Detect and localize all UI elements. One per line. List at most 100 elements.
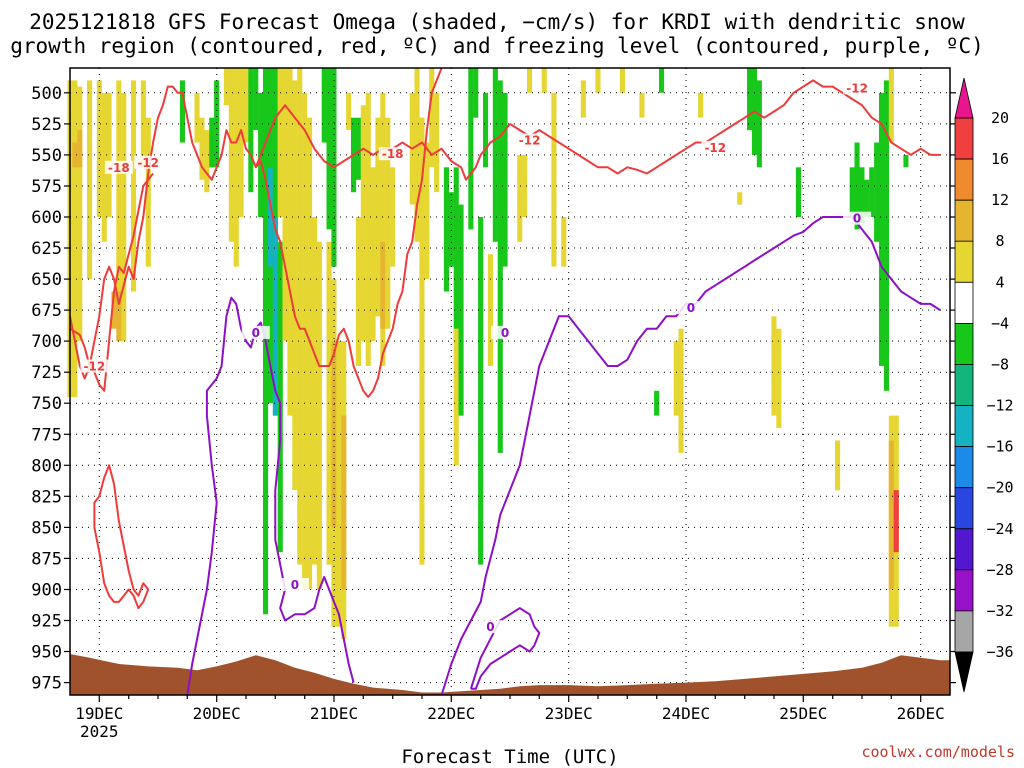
x-tick-label: 21DEC: [310, 704, 358, 723]
dgz-contour: [509, 79, 941, 175]
omega-cell: [453, 167, 459, 342]
y-tick-label: 750: [31, 394, 62, 414]
y-tick-label: 500: [31, 84, 62, 104]
omega-cell: [678, 328, 684, 453]
omega-cell: [307, 117, 313, 590]
colorbar-band: [954, 569, 974, 612]
omega-cell: [879, 92, 885, 366]
omega-cell: [243, 68, 249, 143]
y-tick-label: 800: [31, 456, 62, 476]
colorbar-tick-label: −32: [986, 602, 1013, 620]
omega-cell: [747, 68, 753, 131]
y-tick-label: 700: [31, 332, 62, 352]
omega-cell: [497, 80, 503, 453]
y-tick-label: 900: [31, 581, 62, 601]
omega-cell: [698, 92, 704, 118]
y-tick-label: 625: [31, 239, 62, 259]
omega-cell: [756, 80, 762, 168]
colorbar-band: [954, 199, 974, 242]
omega-cell: [771, 316, 777, 416]
omega-cell: [238, 68, 244, 217]
omega-cell: [116, 80, 122, 317]
omega-cell: [179, 80, 185, 143]
omega-cell: [72, 80, 78, 398]
contour-label-bg: [701, 140, 730, 154]
omega-cell: [375, 117, 381, 317]
colorbar-tick-label: −8: [991, 356, 1009, 374]
x-tick-label: 26DEC: [897, 704, 945, 723]
x-tick-label: 22DEC: [427, 704, 475, 723]
x-tick-label: 20DEC: [193, 704, 241, 723]
omega-cell: [341, 415, 347, 590]
omega-cell: [346, 92, 352, 130]
contour-label: -12: [846, 81, 868, 95]
omega-cell: [101, 92, 107, 242]
omega-cell: [287, 68, 293, 416]
omega-cell: [365, 92, 371, 366]
omega-cell: [414, 68, 420, 242]
omega-cell: [854, 142, 860, 230]
y-tick-label: 825: [31, 487, 62, 507]
omega-cell: [903, 154, 909, 168]
omega-cell: [336, 341, 342, 627]
colorbar-tick-label: −4: [991, 314, 1009, 332]
omega-cell: [541, 68, 547, 93]
colorbar-band: [954, 446, 974, 489]
omega-cell: [429, 68, 435, 168]
omega-cell: [355, 117, 361, 180]
contour-label-bg: [843, 211, 872, 225]
contour-label: -12: [137, 156, 159, 170]
colorbar-tick-label: 8: [995, 232, 1004, 250]
omega-cell: [121, 92, 127, 342]
colorbar-band: [954, 528, 974, 571]
colorbar-band: [954, 240, 974, 283]
colorbar-bottom-arrow: [954, 651, 974, 693]
omega-cell: [893, 490, 899, 553]
contour-label: 0: [252, 326, 260, 340]
contour-label: 0: [501, 326, 509, 340]
colorbar-tick-label: 20: [991, 109, 1009, 127]
colorbar: 20 16 12 8 4 −4 −8 −12 −16 −20 −24 −28 −32 −36: [954, 77, 1014, 693]
omega-cell: [502, 92, 508, 267]
contour-label-bg: [241, 325, 270, 339]
colorbar-band: [954, 487, 974, 530]
omega-cell: [443, 167, 449, 292]
y-tick-label: 925: [31, 612, 62, 632]
x-tick-label: 24DEC: [662, 704, 710, 723]
omega-cell: [419, 117, 425, 565]
omega-cell: [297, 68, 303, 565]
omega-cell: [87, 80, 93, 280]
omega-cell: [326, 68, 332, 230]
omega-cell: [223, 68, 229, 106]
colorbar-tick-label: −12: [986, 397, 1013, 415]
x-axis-label: Forecast Time (UTC): [401, 746, 618, 768]
omega-cell: [360, 105, 366, 342]
contour-label-bg: [80, 359, 109, 373]
omega-cell: [272, 217, 278, 416]
omega-shading-layer: [67, 68, 909, 640]
colorbar-tick-label: −28: [986, 561, 1013, 579]
y-tick-label: 600: [31, 208, 62, 228]
omega-cell: [140, 80, 146, 168]
omega-cell: [673, 341, 679, 416]
omega-cell: [194, 92, 200, 143]
omega-cell: [355, 217, 361, 366]
omega-cell: [321, 68, 327, 143]
y-tick-label: 875: [31, 549, 62, 569]
omega-cell: [77, 130, 83, 168]
gridlines: [70, 68, 950, 695]
omega-cell: [654, 390, 660, 416]
dgz-contour: [254, 104, 511, 181]
contour-label-layer: -18 -12 -12 -18 -12 -12 -12 0 0 0 0 0 0: [80, 81, 872, 634]
x-tick-label: 25DEC: [779, 704, 827, 723]
contour-label-bg: [515, 133, 544, 147]
contour-label: -12: [704, 141, 726, 155]
omega-cell: [522, 154, 528, 217]
omega-cell: [619, 68, 625, 93]
omega-cell: [551, 92, 557, 267]
omega-cell: [468, 68, 474, 230]
omega-cell: [888, 440, 894, 590]
omega-cell: [277, 241, 283, 553]
